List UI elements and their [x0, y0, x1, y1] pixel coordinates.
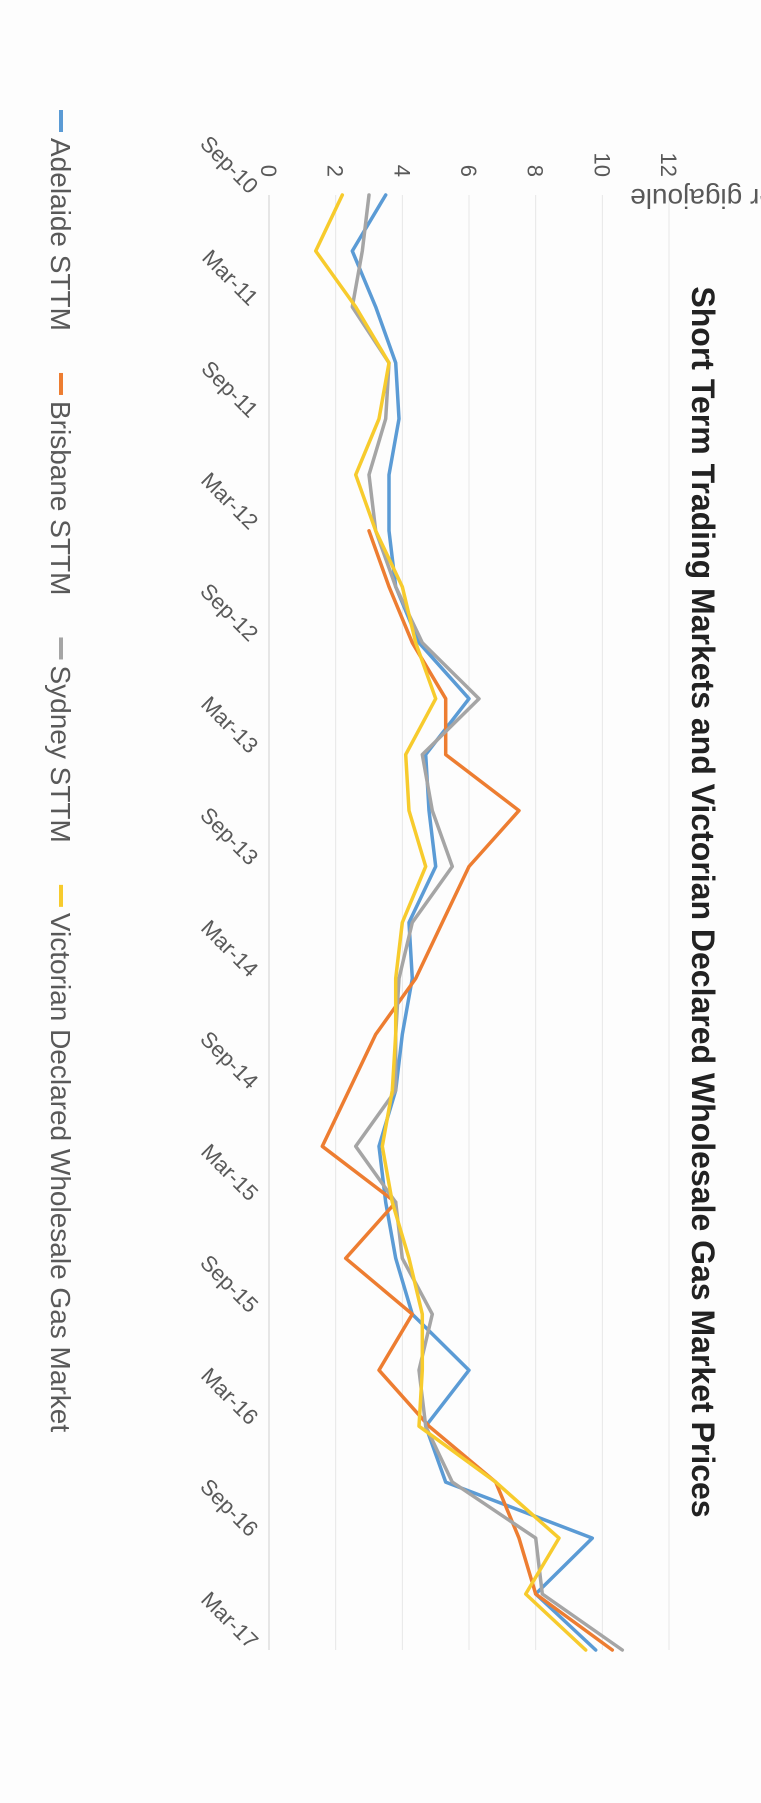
chart-title: Short Term Trading Markets and Victorian…	[685, 286, 721, 1517]
series-line	[313, 193, 588, 1652]
series-line	[320, 529, 615, 1652]
legend: Adelaide STTM Brisbane STTM Sydney STTM Vic…	[45, 110, 76, 1432]
y-axis-title: $ per gigajoule	[630, 183, 761, 214]
y-tick-label: 10	[589, 153, 614, 177]
y-tick-label: 6	[456, 165, 481, 177]
y-tick-label: 2	[323, 165, 348, 177]
legend-label: Adelaide STTM	[45, 138, 76, 331]
legend-label: Brisbane STTM	[45, 401, 76, 596]
series-line	[350, 193, 598, 1652]
legend-label: Victorian Declared Wholesale Gas Market	[45, 913, 76, 1432]
y-tick-label: 4	[389, 165, 414, 177]
y-tick-label: 8	[523, 165, 548, 177]
plot-lines	[313, 193, 625, 1652]
y-tick-label: 12	[656, 153, 681, 177]
y-tick-label: 0	[256, 165, 281, 177]
legend-label: Sydney STTM	[45, 665, 76, 842]
series-line	[350, 193, 625, 1652]
y-axis: 0 2 4 6 8 10 12	[256, 153, 681, 177]
